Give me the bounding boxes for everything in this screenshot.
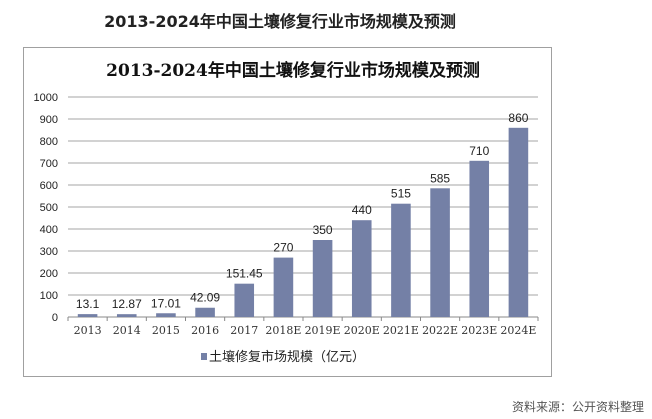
data-label: 350 [313, 223, 333, 237]
y-tick-label: 500 [40, 202, 58, 214]
bar [234, 283, 255, 317]
legend-swatch [201, 353, 207, 360]
x-tick-label: 2015 [152, 324, 180, 337]
bar [430, 188, 450, 317]
bar [116, 314, 137, 317]
chart-title: 2013-2024年中国土壤修复行业市场规模及预测 [106, 60, 480, 81]
x-tick-label: 2016 [191, 324, 219, 337]
y-tick-label: 700 [40, 158, 58, 170]
y-tick-label: 1000 [34, 92, 58, 104]
x-tick-label: 2014 [113, 324, 141, 337]
y-tick-label: 0 [52, 312, 58, 324]
data-label: 17.01 [151, 296, 181, 310]
y-tick-label: 300 [40, 246, 58, 258]
y-tick-label: 200 [40, 268, 58, 280]
x-tick-label: 2017 [230, 324, 258, 337]
bar [508, 127, 529, 317]
data-label: 585 [430, 171, 450, 185]
x-tick-label: 2020E [344, 324, 380, 337]
bar [77, 314, 98, 317]
data-label: 12.87 [112, 297, 142, 311]
data-label: 270 [273, 241, 293, 255]
x-tick-label: 2022E [422, 324, 458, 337]
data-label: 860 [508, 111, 528, 125]
data-label: 13.1 [76, 297, 100, 311]
y-tick-label: 600 [40, 180, 58, 192]
y-tick-label: 800 [40, 136, 58, 148]
chart-frame [23, 47, 552, 377]
source-note: 资料来源：公开资料整理 [511, 400, 644, 414]
data-label: 515 [391, 187, 411, 201]
x-tick-label: 2021E [383, 324, 419, 337]
y-tick-label: 400 [40, 224, 58, 236]
legend-label: 土壤修复市场规模（亿元） [209, 349, 365, 365]
y-tick-label: 100 [40, 290, 58, 302]
page-title: 2013-2024年中国土壤修复行业市场规模及预测 [104, 12, 456, 31]
data-label: 42.09 [190, 291, 220, 305]
data-label: 440 [352, 203, 372, 217]
data-label: 710 [469, 144, 489, 158]
x-tick-label: 2018E [265, 324, 301, 337]
x-tick-label: 2013 [74, 324, 102, 337]
x-tick-label: 2024E [500, 324, 536, 337]
bar [195, 307, 215, 317]
data-label: 151.45 [226, 267, 263, 281]
x-tick-label: 2023E [461, 324, 497, 337]
bar [469, 160, 490, 317]
y-tick-label: 900 [40, 114, 58, 126]
bar [156, 313, 176, 317]
bar [351, 220, 372, 317]
x-tick-label: 2019E [305, 324, 341, 337]
bar [391, 203, 411, 317]
bar [273, 257, 294, 317]
bar [312, 240, 333, 317]
